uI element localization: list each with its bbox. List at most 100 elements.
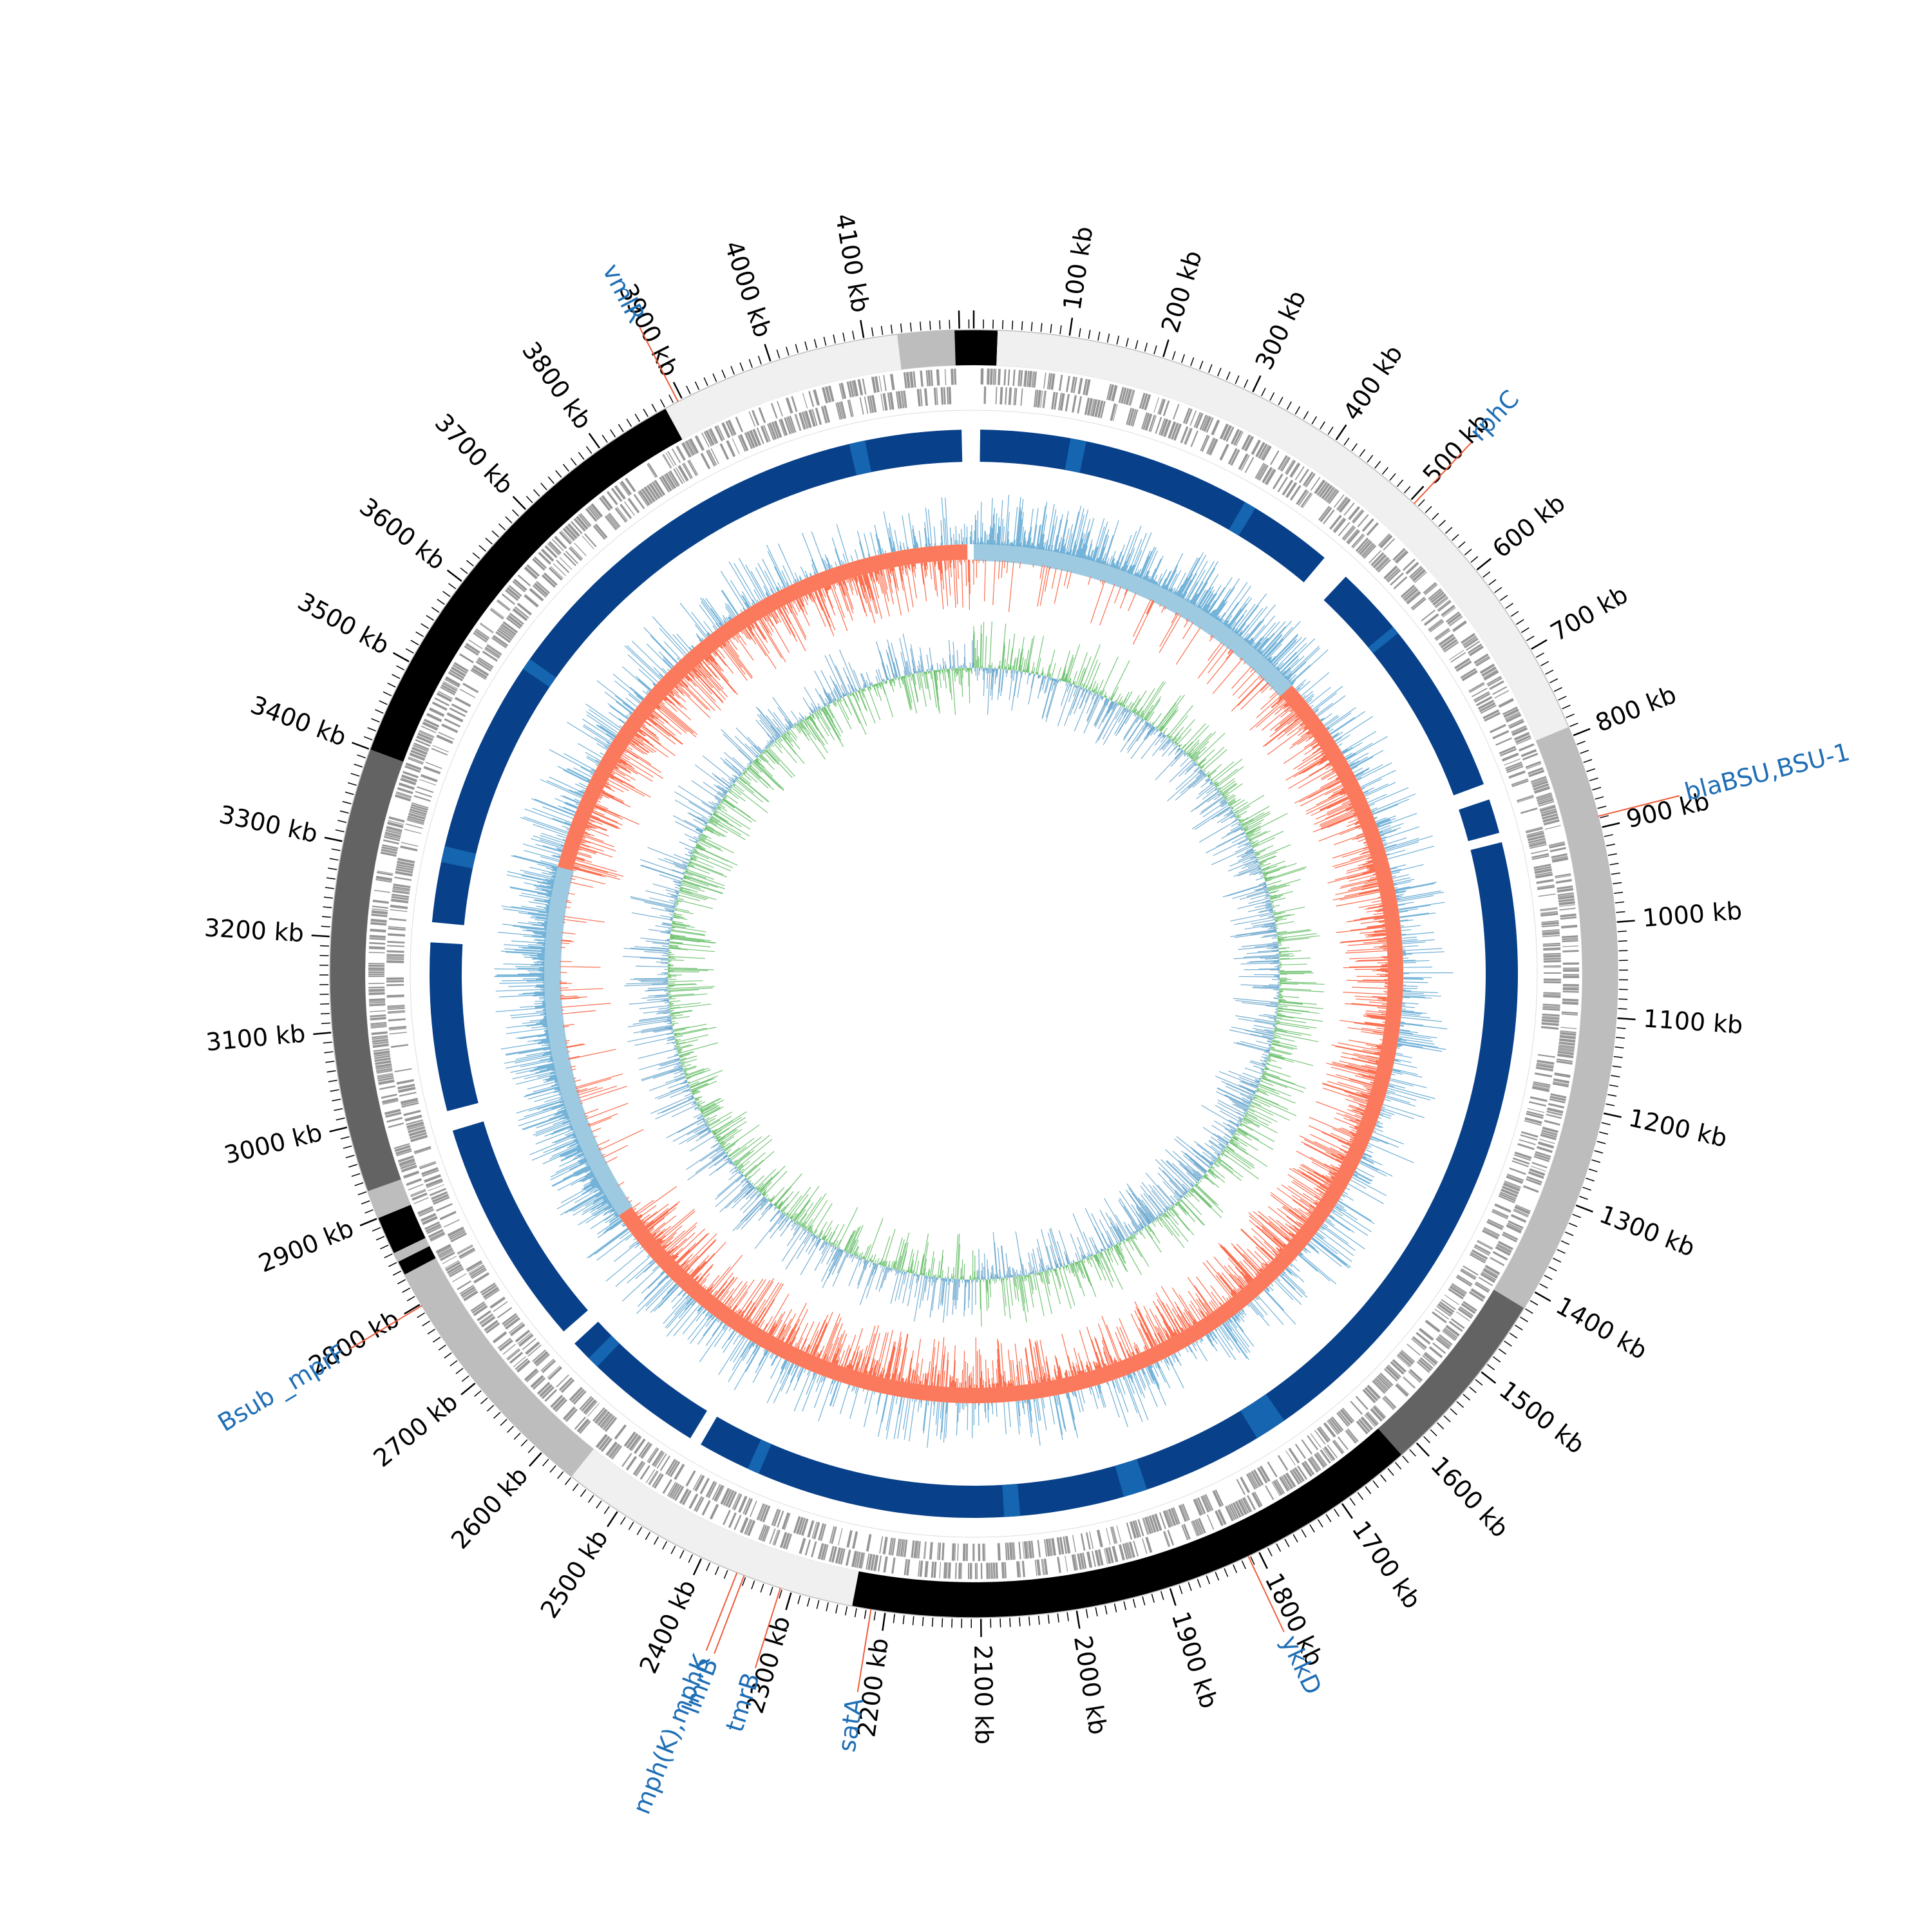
gc-skew-bar [703, 1119, 705, 1121]
gc-skew-bar [1168, 715, 1188, 739]
gc-skew-bar [1045, 677, 1050, 693]
gc-skew-bar [1276, 931, 1287, 933]
gc-skew-bar [994, 1274, 996, 1279]
gc-skew-bar [855, 1246, 860, 1256]
gc-skew-bar [676, 904, 678, 905]
gc-skew-bar [920, 670, 922, 673]
gc-skew-bar [630, 896, 676, 907]
gc-skew-bar [1230, 1140, 1247, 1151]
gc-skew-bar [716, 1136, 721, 1140]
gc-skew-bar [783, 1211, 786, 1214]
gc-skew-bar [1255, 903, 1272, 908]
gc-content-bar [1401, 939, 1417, 942]
gc-skew-bar [1130, 1236, 1132, 1239]
gc-skew-bar [1228, 1120, 1240, 1127]
gc-skew-bar [1271, 1043, 1281, 1046]
gc-skew-bar [1254, 1094, 1289, 1110]
gc-skew-bar [864, 1260, 866, 1265]
gc-skew-bar [1016, 648, 1020, 671]
gc-skew-bar [639, 1005, 670, 1010]
gc-skew-bar [1019, 1270, 1022, 1276]
gc-skew-bar [714, 775, 731, 789]
gc-skew-bar [1142, 722, 1149, 731]
gc-skew-bar [1189, 731, 1217, 758]
gc-skew-bar [1077, 686, 1079, 688]
gc-skew-bar [1108, 701, 1115, 714]
gc-content-bar [1340, 1198, 1343, 1201]
gc-content-bar [1390, 1078, 1427, 1088]
gc-skew-bar [639, 957, 668, 960]
gc-skew-bar [1131, 1235, 1134, 1239]
gc-skew-bar [1248, 831, 1267, 840]
gc-skew-bar [1034, 674, 1036, 676]
gc-skew-bar [1249, 1061, 1265, 1068]
gc-skew-bar [1036, 1271, 1037, 1274]
gc-skew-bar [1250, 1033, 1273, 1039]
gc-skew-bar [1174, 1204, 1177, 1207]
gc-skew-bar [698, 840, 701, 842]
gc-skew-bar [769, 1204, 773, 1208]
gc-skew-bar [738, 775, 741, 777]
gc-skew-bar [1031, 1253, 1036, 1274]
gc-skew-bar [745, 1175, 748, 1178]
gc-skew-bar [670, 929, 705, 935]
gc-content-bar [1185, 1347, 1189, 1353]
gc-skew-bar [1217, 1088, 1251, 1104]
gc-skew-bar [875, 1259, 877, 1264]
gc-skew-bar [745, 1188, 757, 1200]
gc-skew-bar [1155, 1217, 1158, 1219]
gc-skew-bar [1262, 1054, 1269, 1057]
gc-skew-bar [648, 987, 668, 989]
gc-skew-bar [1256, 844, 1291, 859]
gc-content-bar [1403, 992, 1424, 994]
gc-skew-bar [910, 648, 916, 674]
gc-skew-bar [712, 1136, 715, 1139]
gc-skew-bar [920, 1233, 929, 1276]
gc-skew-bar [1265, 867, 1305, 882]
gc-skew-bar [1255, 1019, 1276, 1025]
gc-skew-bar [808, 1225, 814, 1232]
gc-skew-bar [1015, 1231, 1023, 1276]
gc-skew-bar [1032, 1249, 1039, 1273]
gc-content-bar [1308, 687, 1331, 705]
gc-skew-bar [1175, 1203, 1178, 1206]
gc-content-bar [1329, 728, 1334, 733]
gc-skew-bar [1197, 769, 1202, 773]
gc-skew-bar [1123, 705, 1126, 708]
gc-skew-bar [714, 1117, 746, 1137]
gc-skew-bar [762, 749, 764, 752]
gc-content-bar [1262, 635, 1282, 657]
gc-skew-bar [670, 1014, 683, 1017]
gc-skew-bar [667, 1054, 679, 1059]
gc-skew-bar [643, 1009, 670, 1014]
gc-skew-bar [654, 1028, 673, 1033]
gc-skew-bar [715, 1128, 730, 1138]
gc-skew-bar [1139, 710, 1144, 717]
gc-skew-bar [872, 1254, 876, 1263]
gc-skew-bar [1157, 703, 1177, 729]
gc-skew-bar [1151, 1190, 1168, 1211]
gc-skew-bar [733, 784, 735, 786]
gc-skew-bar [831, 1250, 844, 1275]
gc-skew-bar [1100, 1251, 1103, 1256]
gc-skew-bar [913, 1270, 914, 1274]
gc-content-bar [1292, 1195, 1314, 1211]
gc-skew-bar [1237, 823, 1241, 826]
gc-skew-bar [814, 1243, 830, 1271]
gc-skew-bar [1023, 1275, 1026, 1282]
gc-skew-bar [1252, 922, 1276, 927]
gc-skew-bar [775, 741, 782, 748]
gc-content-bar [1359, 1162, 1387, 1177]
gc-skew-bar [1268, 1056, 1271, 1057]
gc-skew-bar [911, 1271, 913, 1274]
gc-skew-bar [1222, 1151, 1225, 1153]
gc-skew-bar [1229, 810, 1233, 813]
gc-skew-bar [1214, 1162, 1217, 1164]
gc-skew-bar [869, 1258, 871, 1262]
gc-skew-bar [762, 1191, 766, 1195]
gc-skew-bar [677, 1045, 694, 1050]
gc-skew-bar [1021, 656, 1024, 672]
gc-skew-bar [1176, 1136, 1213, 1166]
gc-skew-bar [679, 884, 681, 886]
gc-skew-bar [1217, 1102, 1245, 1117]
